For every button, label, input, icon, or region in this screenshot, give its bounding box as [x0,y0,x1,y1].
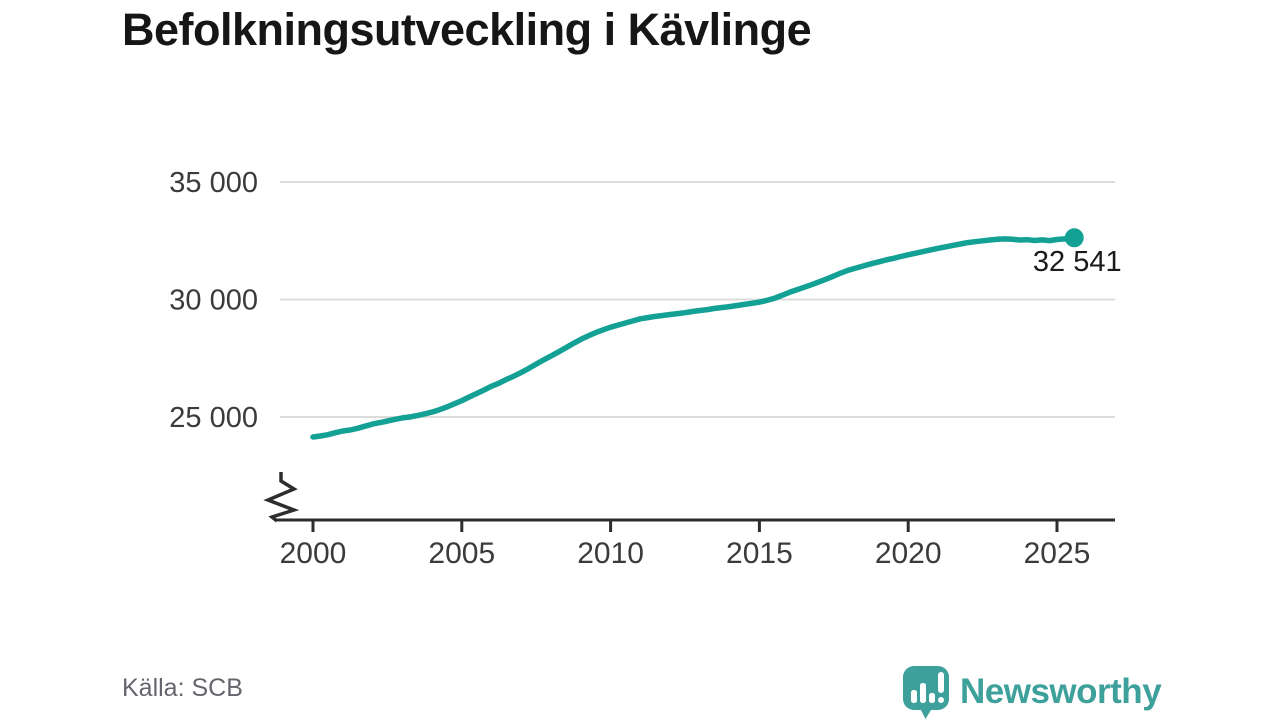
x-tick-label: 2010 [577,537,644,570]
chart-title: Befolkningsutveckling i Kävlinge [122,4,812,55]
y-tick-label: 30 000 [169,285,258,317]
x-tick-label: 2020 [875,537,942,570]
population-line-series [310,236,1078,440]
newsworthy-wordmark: Newsworthy [960,672,1162,711]
x-tick-label: 2000 [280,537,347,570]
x-tick-label: 2005 [428,537,495,570]
source-note: Källa: SCB [122,674,243,702]
bar-chart-glyph [911,672,944,703]
newsworthy-logo: Newsworthy [901,664,1162,720]
x-tick-label: 2025 [1024,537,1091,570]
end-point-marker [1064,228,1084,248]
x-tick-label: 2015 [726,537,793,570]
axis-break-icon [263,472,300,523]
newsworthy-speech-bubble-icon [903,666,949,719]
end-value-label: 32 541 [1033,246,1122,278]
y-tick-label: 35 000 [169,167,258,199]
y-tick-label: 25 000 [169,402,258,434]
